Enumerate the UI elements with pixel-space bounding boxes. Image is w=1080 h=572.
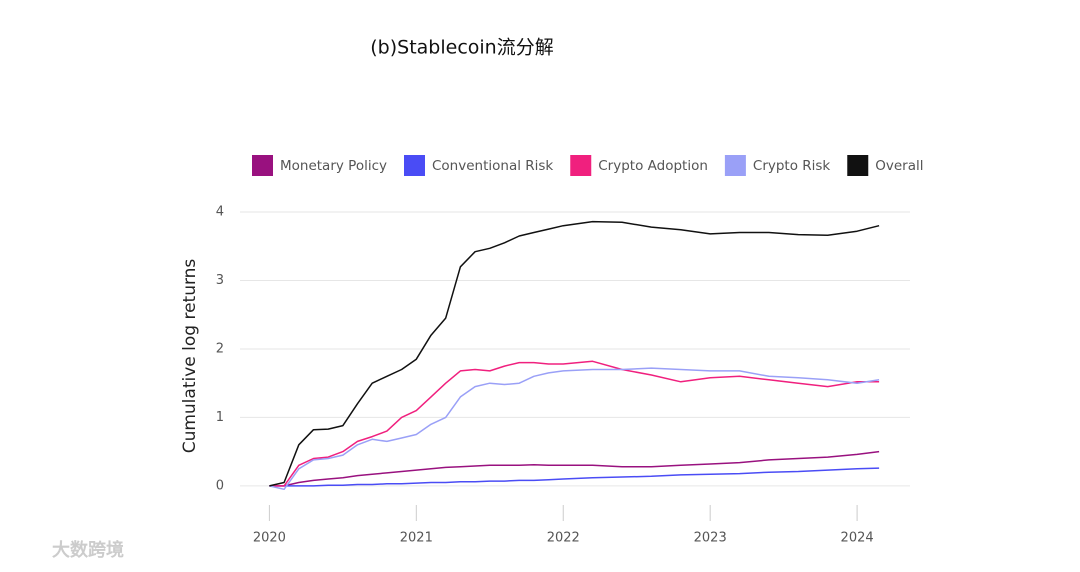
legend-label: Crypto Adoption [598,158,708,174]
legend-swatch [847,155,869,176]
legend-swatch [404,155,425,176]
legend-label: Crypto Risk [753,158,831,174]
legend-swatch [570,155,592,176]
series-line [269,450,880,487]
y-axis-label: Cumulative log returns [180,259,200,454]
series-line [269,360,880,487]
legend-label: Overall [875,158,923,174]
chart-title: (b)Stablecoin流分解 [370,37,553,59]
series-line [269,367,880,491]
x-tick-label: 2023 [694,531,727,546]
legend-label: Conventional Risk [432,158,553,174]
x-tick-label: 2024 [841,531,874,546]
y-tick-label: 3 [216,273,224,288]
legend-swatch [252,155,273,176]
y-tick-label: 1 [216,410,224,425]
legend-swatch [724,155,746,176]
y-tick-label: 4 [216,205,224,220]
series-line [269,220,880,487]
watermark: 大数跨境 [52,539,124,561]
y-tick-label: 2 [216,341,224,356]
x-tick-label: 2021 [400,531,433,546]
series-line [269,467,880,487]
legend-label: Monetary Policy [280,158,387,174]
x-tick-label: 2020 [253,531,286,546]
y-tick-label: 0 [216,478,224,493]
x-tick-label: 2022 [547,531,580,546]
